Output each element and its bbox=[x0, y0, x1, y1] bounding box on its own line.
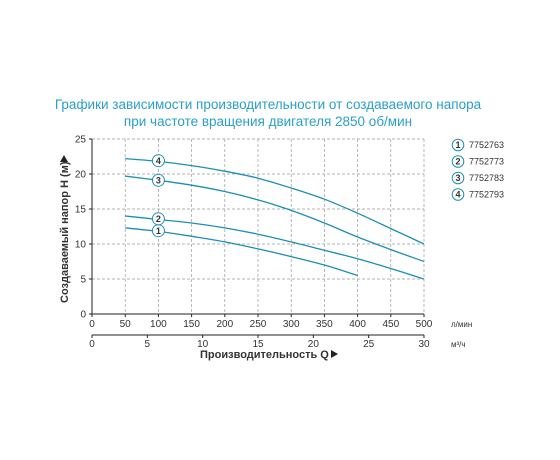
series-markers: 1 2 3 4 bbox=[151, 154, 165, 238]
legend-entry-label: 7752773 bbox=[469, 157, 504, 167]
series-line-4 bbox=[125, 157, 425, 245]
legend-entry-label: 7752793 bbox=[469, 190, 504, 200]
x-tick-label: 300 bbox=[283, 319, 300, 330]
legend-marker-circle-1 bbox=[451, 138, 465, 152]
y-tick-label: 10 bbox=[75, 240, 87, 251]
x-tick-label: 250 bbox=[250, 319, 267, 330]
x-tick-label: 0 bbox=[89, 319, 95, 330]
chart-title-line-1: Графики зависимости производительности о… bbox=[55, 97, 482, 112]
y-tick-label: 20 bbox=[75, 170, 87, 181]
series-marker-number-4: 4 bbox=[156, 156, 161, 166]
x-tick-label: 350 bbox=[316, 319, 333, 330]
grid bbox=[92, 138, 425, 314]
legend-marker-number-4: 4 bbox=[455, 190, 460, 200]
x-tick-label: 150 bbox=[183, 319, 200, 330]
x2-tick-label: 15 bbox=[252, 339, 264, 350]
series-curves bbox=[125, 157, 425, 280]
x2-tick-label: 25 bbox=[363, 339, 375, 350]
legend-marker-number-2: 2 bbox=[455, 157, 460, 167]
legend-entry-label: 7752763 bbox=[469, 140, 504, 150]
series-marker-number-3: 3 bbox=[156, 176, 161, 186]
x-tick-label: 200 bbox=[216, 319, 233, 330]
x-tick-label: 100 bbox=[150, 319, 167, 330]
legend-marker-circle-4 bbox=[451, 188, 465, 201]
x-tick-label: 500 bbox=[416, 319, 433, 330]
x2-tick-label: 5 bbox=[145, 339, 151, 350]
x2-tick-label: 30 bbox=[418, 339, 430, 350]
x2-axis-unit: м³/ч bbox=[451, 340, 466, 349]
series-marker-number-2: 2 bbox=[156, 214, 161, 224]
series-marker-circle-2 bbox=[151, 212, 165, 226]
x2-tick-label: 20 bbox=[308, 339, 320, 350]
series-marker-number-1: 1 bbox=[156, 226, 161, 236]
chart-title-line-2: при частоте вращения двигателя 2850 об/м… bbox=[124, 114, 412, 129]
y-axis-label: Создаваемый напор H (м) bbox=[59, 161, 71, 303]
x-axis-unit: л/мин bbox=[451, 320, 472, 329]
y-tick-label: 15 bbox=[75, 205, 87, 216]
series-marker-circle-3 bbox=[151, 173, 165, 187]
y-axis-arrow-icon bbox=[60, 155, 68, 162]
y-tick-label: 0 bbox=[80, 310, 86, 321]
x-axis-arrow-icon bbox=[331, 350, 338, 358]
series-marker-circle-4 bbox=[151, 154, 165, 168]
y-tick-label: 25 bbox=[75, 135, 87, 146]
series-line-2 bbox=[125, 215, 425, 280]
x-tick-label: 450 bbox=[382, 319, 399, 330]
y-tick-label: 5 bbox=[80, 275, 86, 286]
x2-tick-label: 0 bbox=[89, 339, 95, 350]
legend-entry-label: 7752783 bbox=[469, 173, 504, 183]
legend: 1 7752763 2 7752773 3 7752783 4 7752793 bbox=[451, 138, 504, 201]
legend-marker-circle-3 bbox=[451, 171, 465, 185]
series-line-3 bbox=[125, 175, 425, 263]
legend-marker-number-3: 3 bbox=[455, 173, 460, 183]
x-tick-label: 400 bbox=[349, 319, 366, 330]
x-tick-label: 50 bbox=[120, 319, 132, 330]
x-axis-label: Производительность Q bbox=[200, 349, 329, 361]
legend-marker-circle-2 bbox=[451, 155, 465, 168]
legend-marker-number-1: 1 bbox=[455, 140, 460, 150]
x2-tick-label: 10 bbox=[197, 339, 209, 350]
y-axis-label-group: Создаваемый напор H (м) bbox=[59, 155, 71, 303]
